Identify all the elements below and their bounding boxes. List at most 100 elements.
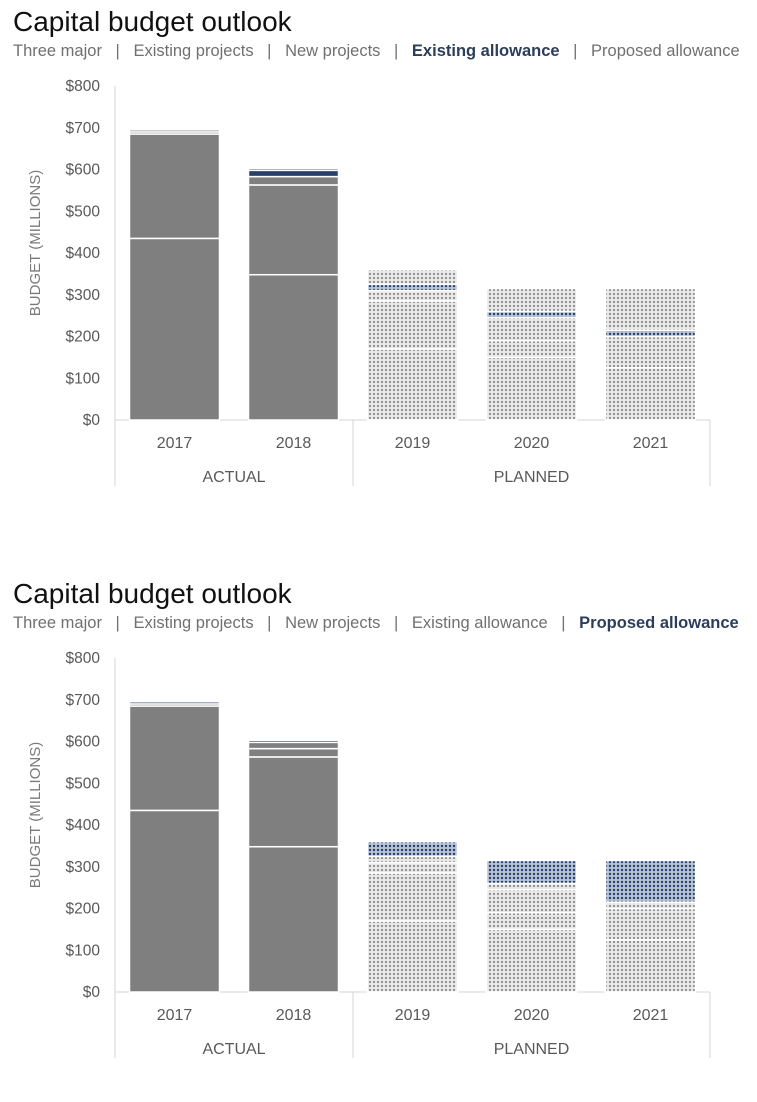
y-tick-label: $200 — [66, 901, 101, 918]
group-label: PLANNED — [494, 469, 570, 486]
legend-separator: | — [267, 614, 272, 632]
y-tick-label: $600 — [66, 734, 101, 751]
bar-segment-existing-allowance-2018 — [247, 169, 340, 178]
legend-item-existing-projects: Existing projects — [133, 42, 254, 60]
bar-segment-existing-allowance-2019 — [366, 283, 459, 292]
legend-item-three-major: Three major — [13, 614, 102, 632]
y-tick-label: $500 — [66, 775, 101, 792]
y-tick-label: $500 — [66, 203, 101, 220]
bar-segment-three-major-2021 — [604, 367, 697, 421]
y-tick-label: $800 — [66, 650, 101, 667]
y-axis-label: BUDGET (MILLIONS) — [27, 170, 44, 316]
legend-item-new-projects: New projects — [285, 42, 381, 60]
y-tick-label: $100 — [66, 942, 101, 959]
x-tick-label: 2019 — [395, 435, 431, 452]
legend-separator: | — [394, 42, 399, 60]
y-tick-label: $0 — [83, 984, 101, 1001]
legend: Three major | Existing projects | New pr… — [13, 614, 739, 633]
legend-separator: | — [267, 42, 272, 60]
y-axis-label: BUDGET (MILLIONS) — [27, 742, 44, 888]
bar-segment-new-projects-2020 — [485, 888, 578, 914]
y-tick-label: $600 — [66, 162, 101, 179]
legend-item-proposed-allowance: Proposed allowance — [579, 614, 739, 632]
legend-item-existing-allowance: Existing allowance — [411, 42, 560, 60]
bar-segment-existing-projects-2020 — [485, 911, 578, 931]
x-tick-label: 2021 — [633, 1007, 669, 1024]
legend: Three major | Existing projects | New pr… — [13, 42, 740, 61]
bar-segment-three-major-2020 — [485, 356, 578, 421]
bar-segment-three-major-2019 — [366, 920, 459, 993]
y-tick-label: $700 — [66, 120, 101, 137]
bar-segment-proposed-allowance-2019 — [366, 840, 459, 858]
bar-segment-existing-allowance-2021 — [604, 329, 697, 338]
bar-segment-three-major-2020 — [485, 928, 578, 993]
x-tick-label: 2017 — [157, 1007, 193, 1024]
x-tick-label: 2018 — [276, 435, 312, 452]
panel-title: Capital budget outlook — [13, 6, 292, 37]
bar-segment-proposed-allowance-2019 — [366, 268, 459, 286]
legend-item-existing-allowance: Existing allowance — [411, 614, 548, 632]
bar-segment-new-projects-2019 — [366, 861, 459, 874]
bar-segment-new-projects-2018 — [247, 747, 340, 758]
chart-panel-1: Capital budget outlook Three major | Exi… — [0, 0, 757, 530]
x-tick-label: 2018 — [276, 1007, 312, 1024]
legend-separator: | — [115, 614, 120, 632]
bar-segment-new-projects-2019 — [366, 289, 459, 302]
bar-segment-existing-projects-2018 — [247, 756, 340, 848]
legend-separator: | — [115, 42, 120, 60]
bar-segment-new-projects-2018 — [247, 175, 340, 186]
bar-segment-three-major-2017 — [128, 809, 221, 993]
bar-segment-existing-projects-2019 — [366, 300, 459, 350]
bar-segment-proposed-allowance-2020 — [485, 859, 578, 885]
bar-segment-three-major-2021 — [604, 939, 697, 993]
bar-segment-existing-projects-2020 — [485, 339, 578, 359]
y-tick-label: $700 — [66, 692, 101, 709]
bar-segment-existing-allowance-2021 — [604, 901, 697, 910]
panel-title: Capital budget outlook — [13, 578, 292, 609]
bar-segment-three-major-2019 — [366, 348, 459, 421]
bar-segment-existing-projects-2017 — [128, 133, 221, 240]
legend-item-three-major: Three major — [13, 42, 102, 60]
y-tick-label: $100 — [66, 370, 101, 387]
chart-panel-2: Capital budget outlook Three major | Exi… — [0, 572, 757, 1102]
y-tick-label: $300 — [66, 859, 101, 876]
x-tick-label: 2021 — [633, 435, 669, 452]
bar-segment-proposed-allowance-2017 — [128, 129, 221, 133]
legend-item-existing-projects: Existing projects — [133, 614, 254, 632]
bar-segment-proposed-allowance-2018 — [247, 739, 340, 744]
y-tick-label: $400 — [66, 817, 101, 834]
bar-segment-proposed-allowance-2020 — [485, 287, 578, 313]
y-tick-label: $400 — [66, 245, 101, 262]
y-tick-label: $300 — [66, 287, 101, 304]
bar-segment-proposed-allowance-2021 — [604, 287, 697, 331]
legend-item-proposed-allowance: Proposed allowance — [591, 42, 740, 60]
bar-segment-existing-projects-2019 — [366, 872, 459, 922]
x-tick-label: 2020 — [514, 435, 550, 452]
group-label: ACTUAL — [202, 469, 265, 486]
bar-segment-proposed-allowance-2021 — [604, 859, 697, 903]
bar-segment-proposed-allowance-2018 — [247, 167, 340, 172]
y-tick-label: $0 — [83, 412, 101, 429]
bar-segment-new-projects-2020 — [485, 316, 578, 342]
y-tick-label: $200 — [66, 329, 101, 346]
bar-segment-proposed-allowance-2017 — [128, 701, 221, 705]
bar-segment-existing-allowance-2019 — [366, 855, 459, 864]
bar-segment-existing-projects-2021 — [604, 907, 697, 941]
bar-segment-existing-projects-2017 — [128, 705, 221, 812]
x-tick-label: 2020 — [514, 1007, 550, 1024]
x-tick-label: 2017 — [157, 435, 193, 452]
legend-separator: | — [561, 614, 566, 632]
bar-segment-existing-projects-2021 — [604, 335, 697, 369]
bar-segment-existing-projects-2018 — [247, 184, 340, 276]
bar-segment-existing-allowance-2018 — [247, 741, 340, 750]
bar-segment-three-major-2018 — [247, 273, 340, 421]
x-tick-label: 2019 — [395, 1007, 431, 1024]
legend-separator: | — [394, 614, 399, 632]
stacked-bar-chart: BUDGET (MILLIONS) $0 $100 $200 $300 $400 $500 $… — [27, 78, 711, 486]
y-tick-label: $800 — [66, 78, 101, 95]
bar-segment-three-major-2017 — [128, 237, 221, 421]
group-label: ACTUAL — [202, 1041, 265, 1058]
stacked-bar-chart: BUDGET (MILLIONS) $0 $100 $200 $300 $400 $500 $… — [27, 650, 711, 1058]
legend-item-new-projects: New projects — [285, 614, 381, 632]
bar-segment-three-major-2018 — [247, 845, 340, 993]
